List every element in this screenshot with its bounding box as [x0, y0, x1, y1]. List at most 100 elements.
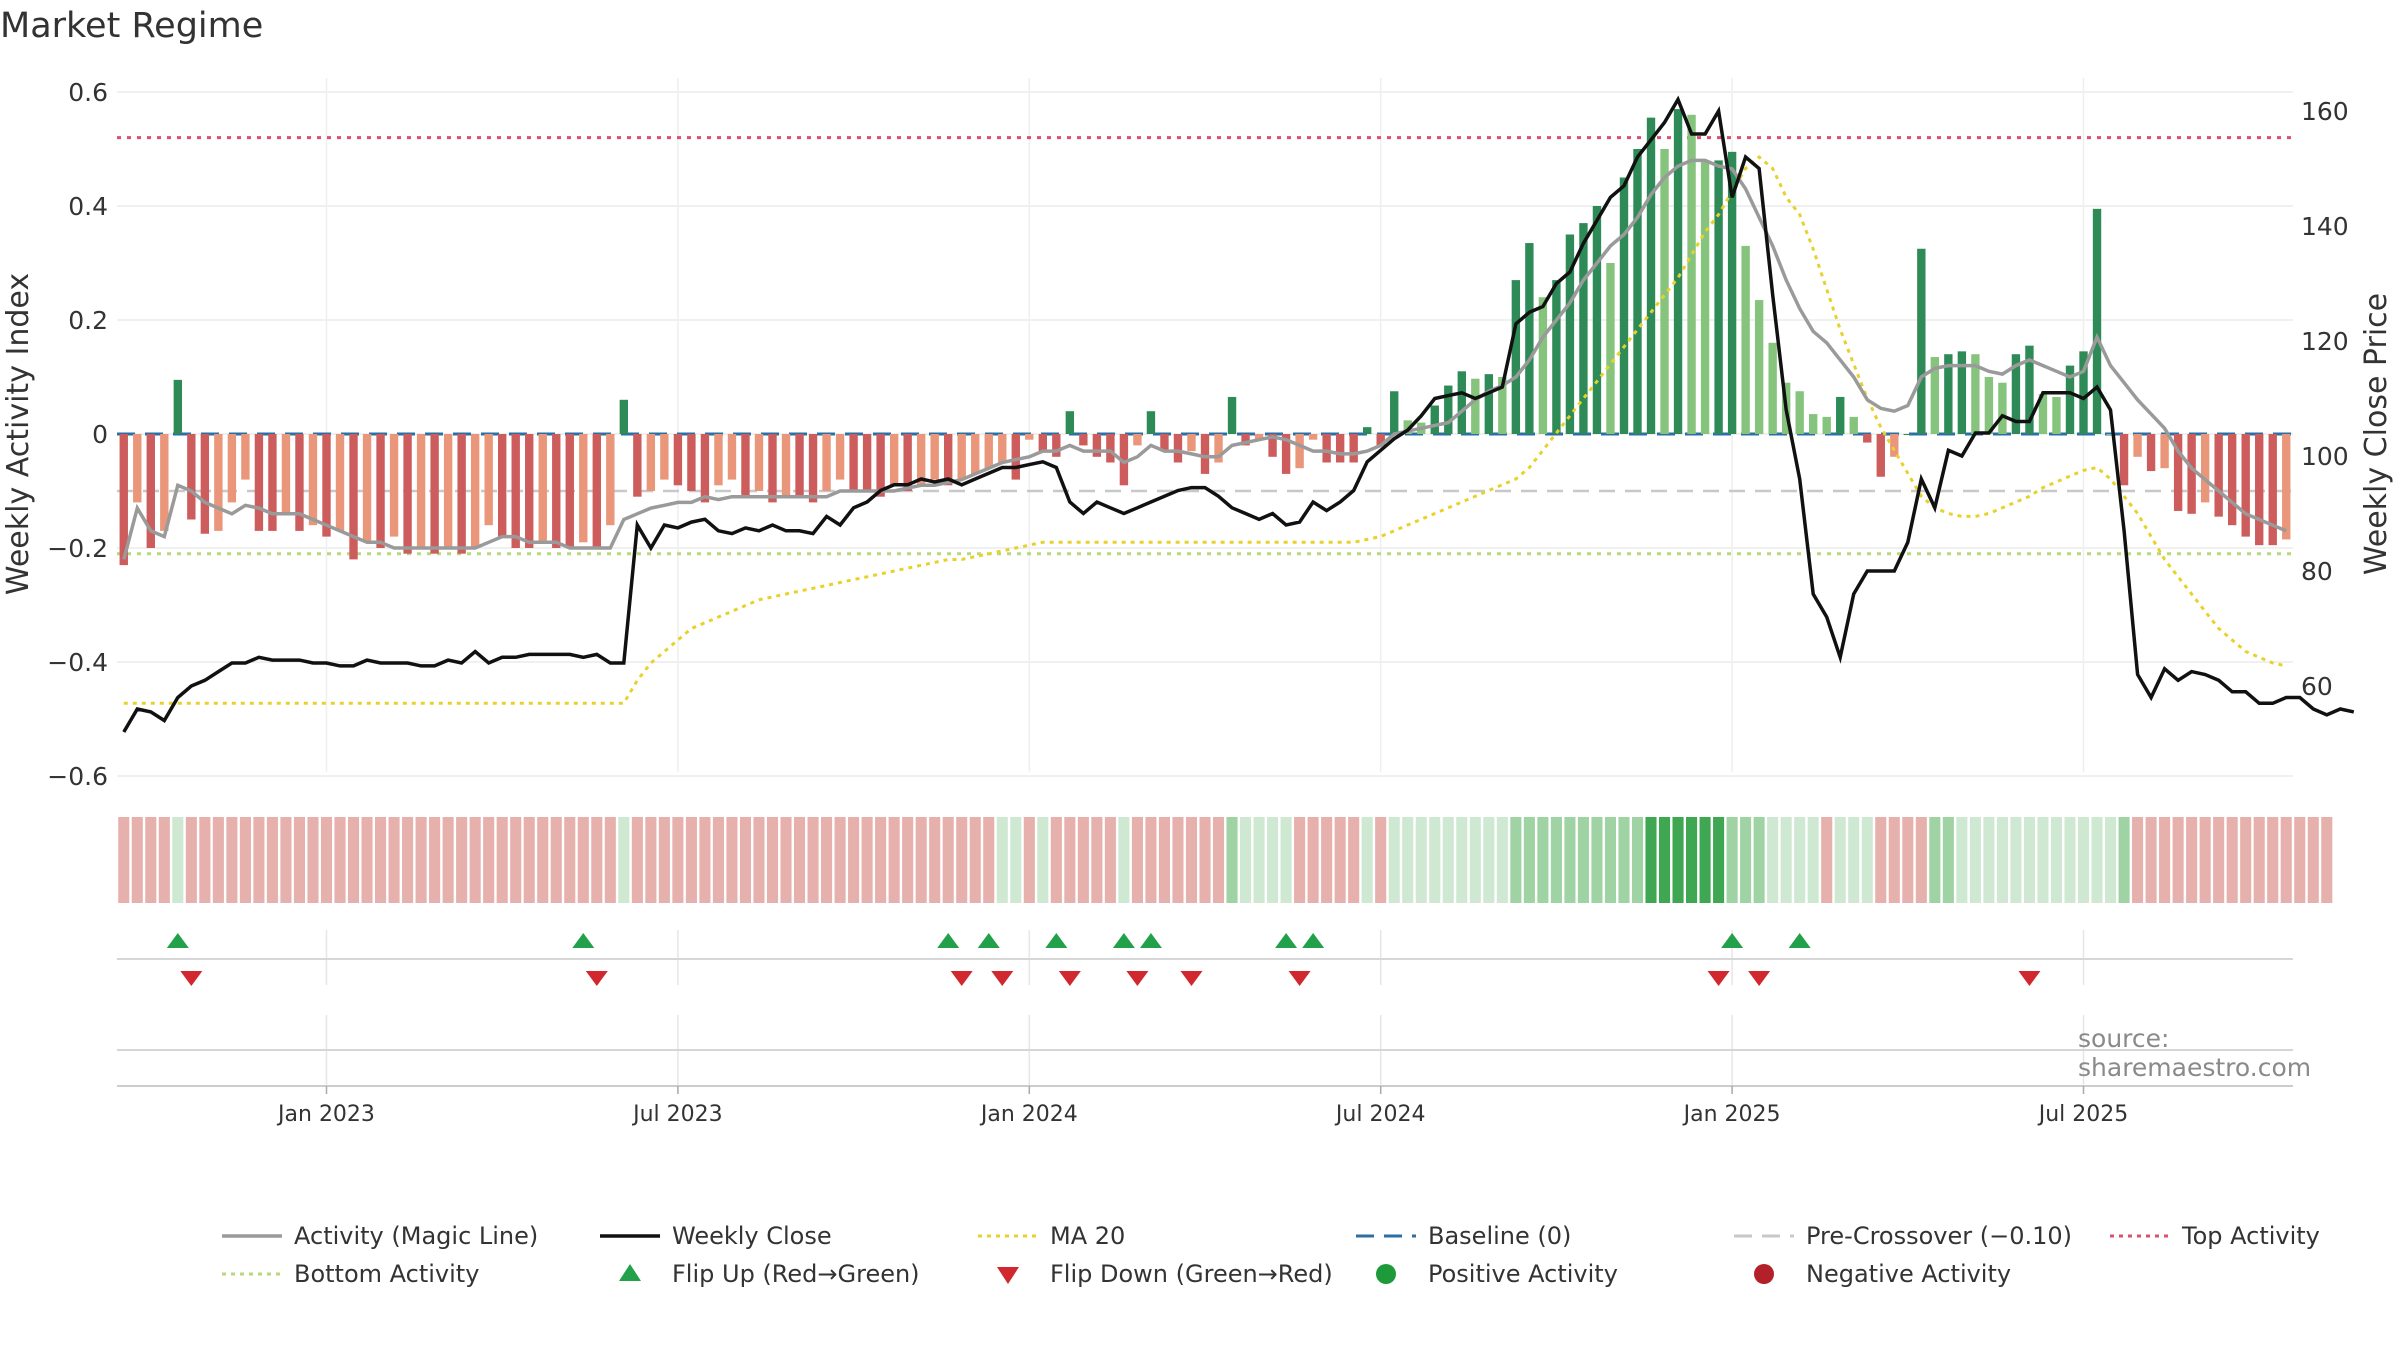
regime-band-cell [1645, 817, 1657, 903]
regime-band-cell [1375, 817, 1387, 903]
activity-bar [187, 434, 196, 520]
y-left-axis-title: Weekly Activity Index [1, 273, 36, 595]
activity-bar [1606, 263, 1615, 434]
flip-up-marker [1112, 933, 1135, 948]
activity-bar [754, 434, 764, 491]
legend-label: Positive Activity [1428, 1260, 1618, 1288]
regime-band-cell [1631, 817, 1644, 903]
activity-bar [1471, 378, 1480, 434]
regime-band-cell [618, 817, 630, 903]
flip-up-marker [977, 933, 1000, 948]
activity-bar [1295, 434, 1304, 469]
activity-bar [1876, 434, 1885, 477]
activity-bar [2173, 434, 2183, 511]
regime-band-cell [347, 817, 360, 903]
activity-bar [700, 434, 710, 503]
activity-bar [1079, 434, 1088, 446]
regime-band-cell [1604, 817, 1617, 903]
flip-up-marker [1045, 933, 1068, 948]
y-right-axis-title: Weekly Close Price [2359, 293, 2394, 575]
legend-swatch [1754, 1264, 1774, 1284]
flip-down-marker [950, 971, 973, 986]
regime-band-cell [834, 817, 846, 903]
activity-bar [1484, 374, 1494, 434]
legend-item: Negative Activity [1754, 1260, 2011, 1288]
activity-bar [1106, 434, 1115, 463]
y-left-tick-label: 0.6 [68, 78, 108, 107]
activity-bar [2214, 434, 2223, 517]
activity-bar [1660, 149, 1669, 434]
ma20-line [123, 155, 2287, 705]
regime-band-cell [1888, 817, 1900, 903]
magic-line [122, 158, 2287, 560]
x-tick-label: Jan 2025 [1682, 1102, 1781, 1127]
activity-bar [957, 434, 966, 480]
regime-band-cell [1699, 817, 1711, 903]
activity-bar [2106, 434, 2115, 435]
activity-bar [1822, 416, 1831, 434]
flip-down-marker [180, 971, 203, 986]
activity-bar [1322, 434, 1331, 463]
activity-bar [1890, 434, 1899, 457]
activity-bar [1254, 434, 1264, 440]
activity-bar [687, 434, 696, 491]
activity-bar [484, 434, 493, 526]
regime-band-cell [1767, 817, 1779, 903]
regime-band-cell [1294, 817, 1306, 903]
x-tick-label: Jul 2023 [631, 1102, 723, 1127]
regime-band-cell [1185, 817, 1198, 903]
y-right-tick-label: 120 [2301, 327, 2349, 356]
x-tick-label: Jul 2025 [2037, 1102, 2129, 1127]
regime-band-cell [320, 817, 333, 903]
regime-band-cell [969, 817, 981, 903]
regime-band-cell [510, 817, 522, 903]
regime-band-cell [1875, 817, 1887, 903]
regime-band-cell [1104, 817, 1116, 903]
regime-band-cell [1969, 817, 1981, 903]
regime-band-cell [2280, 817, 2292, 903]
regime-band-cell [1753, 817, 1765, 903]
regime-band-cell [1442, 817, 1454, 903]
regime-band-cell [821, 817, 833, 903]
activity-bar [2052, 396, 2061, 434]
activity-bar [1241, 434, 1250, 446]
activity-bar [1457, 371, 1466, 434]
regime-band-cell [1740, 817, 1752, 903]
regime-band-cell [550, 817, 562, 903]
activity-bar [2011, 354, 2021, 434]
regime-band-cell [1496, 817, 1508, 903]
activity-bar [1687, 114, 1696, 435]
regime-band-cell [1983, 817, 1995, 903]
regime-band-cell [1158, 817, 1170, 903]
regime-band-cell [2104, 817, 2117, 903]
y-left-tick-label: −0.4 [47, 648, 108, 677]
y-right-tick-label: 80 [2301, 557, 2333, 586]
flip-down-marker [585, 971, 608, 986]
regime-band-cell [145, 817, 157, 903]
regime-band-cell [1794, 817, 1806, 903]
legend-item: Flip Up (Red→Green) [619, 1260, 920, 1288]
x-tick-label: Jan 2023 [276, 1102, 375, 1127]
activity-bar [1714, 160, 1723, 434]
activity-bar [1187, 434, 1196, 452]
regime-band-cell [388, 817, 400, 903]
regime-band-cell [915, 817, 927, 903]
activity-bar [146, 434, 155, 548]
regime-band-cell [253, 817, 265, 903]
activity-bar [525, 434, 534, 548]
activity-bar [1565, 234, 1575, 434]
activity-bar [2160, 434, 2169, 469]
regime-band-cell [1307, 817, 1319, 903]
activity-bar [2079, 351, 2088, 434]
activity-bar [1538, 297, 1548, 434]
regime-band-cell [266, 817, 278, 903]
regime-band-cell [807, 817, 819, 903]
regime-band-cell [1821, 817, 1833, 903]
regime-band-cell [1226, 817, 1238, 903]
activity-bar [160, 434, 169, 531]
regime-band-cell [1334, 817, 1346, 903]
regime-band-cell [1848, 817, 1860, 903]
activity-bar [308, 434, 318, 526]
regime-band-cell [2010, 817, 2022, 903]
regime-band-cell [2267, 817, 2279, 903]
